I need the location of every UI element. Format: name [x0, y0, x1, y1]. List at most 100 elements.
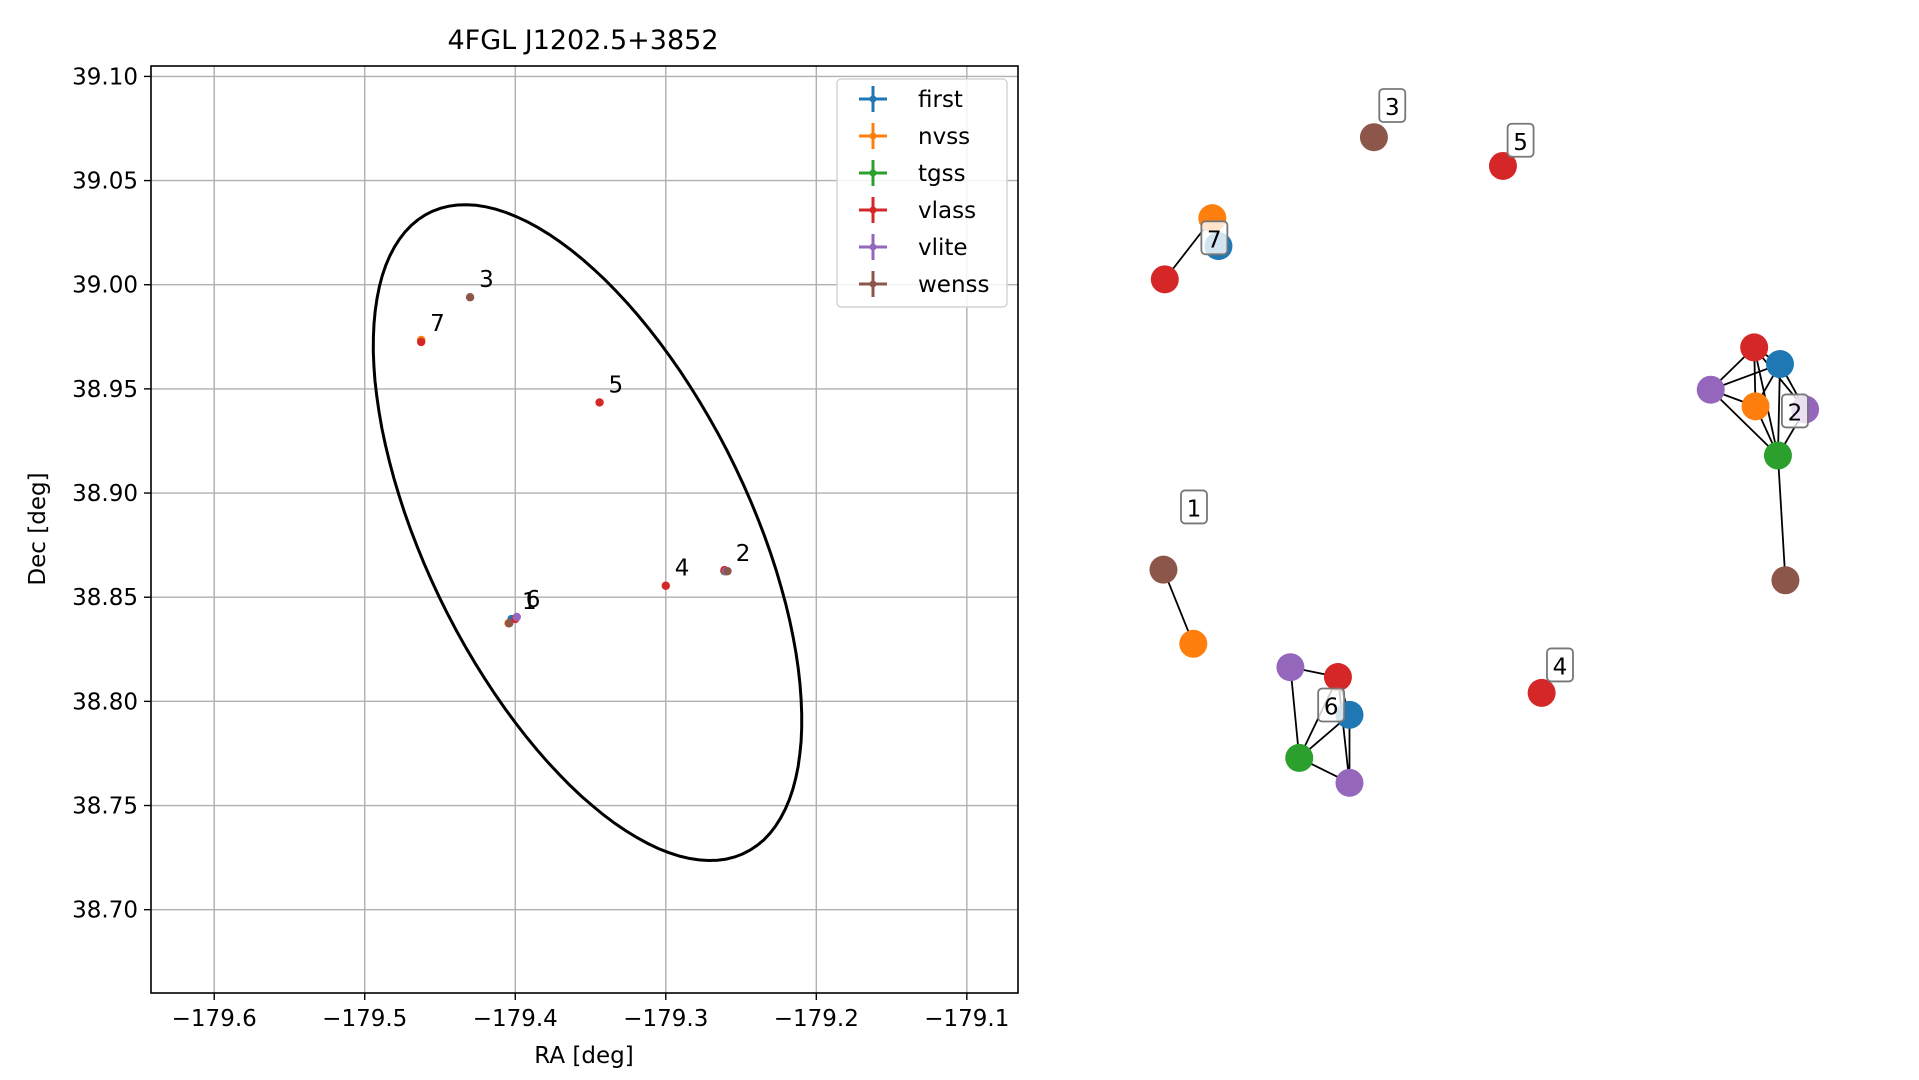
y-grid [151, 75, 1018, 911]
legend-entry: tgss [859, 160, 966, 187]
network-edge [1289, 667, 1301, 759]
legend-label: tgss [918, 161, 966, 187]
nvss-node [1179, 629, 1208, 658]
x-tick-label: −179.6 [172, 1006, 257, 1032]
plot-area: 1 2 3 4 5 6 7 [371, 203, 804, 863]
vlass-point [661, 581, 670, 590]
y-axis-label: Dec [deg] [25, 472, 51, 585]
vlite-node [1696, 375, 1725, 404]
tgss-node [1285, 743, 1314, 772]
network-label: 3 [1378, 88, 1407, 123]
legend-entry: first [859, 86, 963, 113]
network-label-text: 2 [1788, 400, 1803, 426]
vlite-point [512, 612, 521, 622]
y-tick-label: 38.85 [72, 585, 138, 611]
x-tick-label: −179.1 [924, 1006, 1009, 1032]
vlass-node [1150, 265, 1179, 294]
vlite-node [1276, 653, 1305, 682]
legend-marker-dot [869, 169, 877, 177]
tgss-node [1763, 441, 1792, 470]
network-label: 5 [1506, 122, 1535, 158]
network-label-text: 3 [1385, 95, 1400, 121]
network-label-box [1378, 88, 1407, 123]
network-label-box [1180, 489, 1208, 525]
y-tick-label: 38.90 [72, 481, 138, 507]
chart-title: 4FGL J1202.5+3852 [447, 25, 718, 56]
point-annotation: 5 [609, 372, 624, 398]
point-annotation: 2 [736, 541, 751, 567]
legend-marker-dot [869, 206, 877, 214]
wenss-node [1149, 555, 1178, 584]
y-tick-label: 38.70 [72, 898, 138, 924]
legend-label: nvss [918, 124, 970, 150]
network-label-box [1317, 687, 1346, 723]
network-label: 7 [1200, 220, 1229, 256]
network-labels: 1 2 3 4 5 6 7 [1180, 88, 1809, 723]
y-tick-label: 39.00 [72, 273, 138, 299]
vlass-point [595, 398, 604, 407]
x-axis-label: RA [deg] [534, 1043, 633, 1069]
network-label-box [1506, 122, 1535, 158]
vlass-node [1323, 663, 1352, 692]
y-tick-label: 38.80 [72, 689, 138, 715]
point-annotation: 4 [675, 556, 690, 582]
network-edge [1777, 364, 1781, 456]
vlass-node [1740, 333, 1769, 362]
network-label-text: 5 [1513, 130, 1528, 156]
legend-entry: vlite [859, 234, 968, 261]
network-label-text: 4 [1553, 654, 1568, 680]
legend-label: vlass [918, 198, 976, 224]
x-tick-label: −179.3 [623, 1006, 708, 1032]
x-tick-label: −179.5 [322, 1006, 407, 1032]
network-nodes [1149, 123, 1820, 797]
y-tick-label: 39.10 [72, 64, 138, 90]
network-label: 6 [1317, 687, 1346, 723]
legend-label: first [918, 87, 963, 113]
legend-label: vlite [918, 235, 968, 261]
network-label-box [1781, 393, 1809, 429]
y-tick-label: 38.75 [72, 794, 138, 820]
network-edge [1710, 389, 1779, 457]
y-tick-label: 39.05 [72, 169, 138, 195]
error-ellipse [371, 203, 804, 863]
legend: first nvss tgss vlass vlite wenss [836, 78, 1008, 308]
network-edge [1777, 455, 1787, 581]
network-label-box [1200, 220, 1229, 256]
x-axis-ticks: −179.6 −179.5 −179.4 −179.3 −179.2 −179.1 [172, 993, 1009, 1032]
x-tick-label: −179.2 [774, 1006, 859, 1032]
y-axis-ticks: 38.70 38.75 38.80 38.85 38.90 38.95 39.00 39.05… [72, 64, 151, 924]
wenss-point [505, 619, 514, 628]
point-annotation: 1 [522, 589, 537, 615]
x-tick-label: −179.4 [473, 1006, 558, 1032]
legend-marker-dot [869, 280, 877, 288]
vlass-node [1488, 151, 1517, 180]
vlass-point [416, 337, 426, 347]
network-label: 4 [1546, 647, 1574, 683]
network-panel: 1 2 3 4 5 6 7 [1149, 88, 1820, 797]
legend-entry: nvss [859, 123, 970, 150]
first-node [1765, 350, 1794, 379]
point-annotation: 3 [479, 267, 494, 293]
vlite-node [1335, 768, 1364, 797]
legend-label: wenss [918, 272, 990, 298]
wenss-point [465, 293, 475, 302]
legend-entry: wenss [859, 271, 990, 298]
network-label-box [1546, 647, 1574, 683]
network-label-text: 1 [1187, 496, 1202, 522]
wenss-node [1771, 566, 1800, 595]
network-label: 2 [1781, 393, 1809, 429]
legend-entry: vlass [859, 197, 976, 224]
plot-frame [150, 65, 1019, 994]
network-label-text: 6 [1324, 695, 1339, 721]
network-label: 1 [1180, 489, 1208, 525]
point-annotation: 6 [526, 587, 541, 613]
point-annotation: 7 [430, 311, 445, 337]
legend-marker-dot [869, 243, 877, 251]
legend-marker-dot [869, 132, 877, 140]
wenss-node [1359, 123, 1388, 152]
nvss-node [1741, 392, 1770, 421]
wenss-point [723, 566, 732, 576]
legend-marker-dot [869, 95, 877, 103]
